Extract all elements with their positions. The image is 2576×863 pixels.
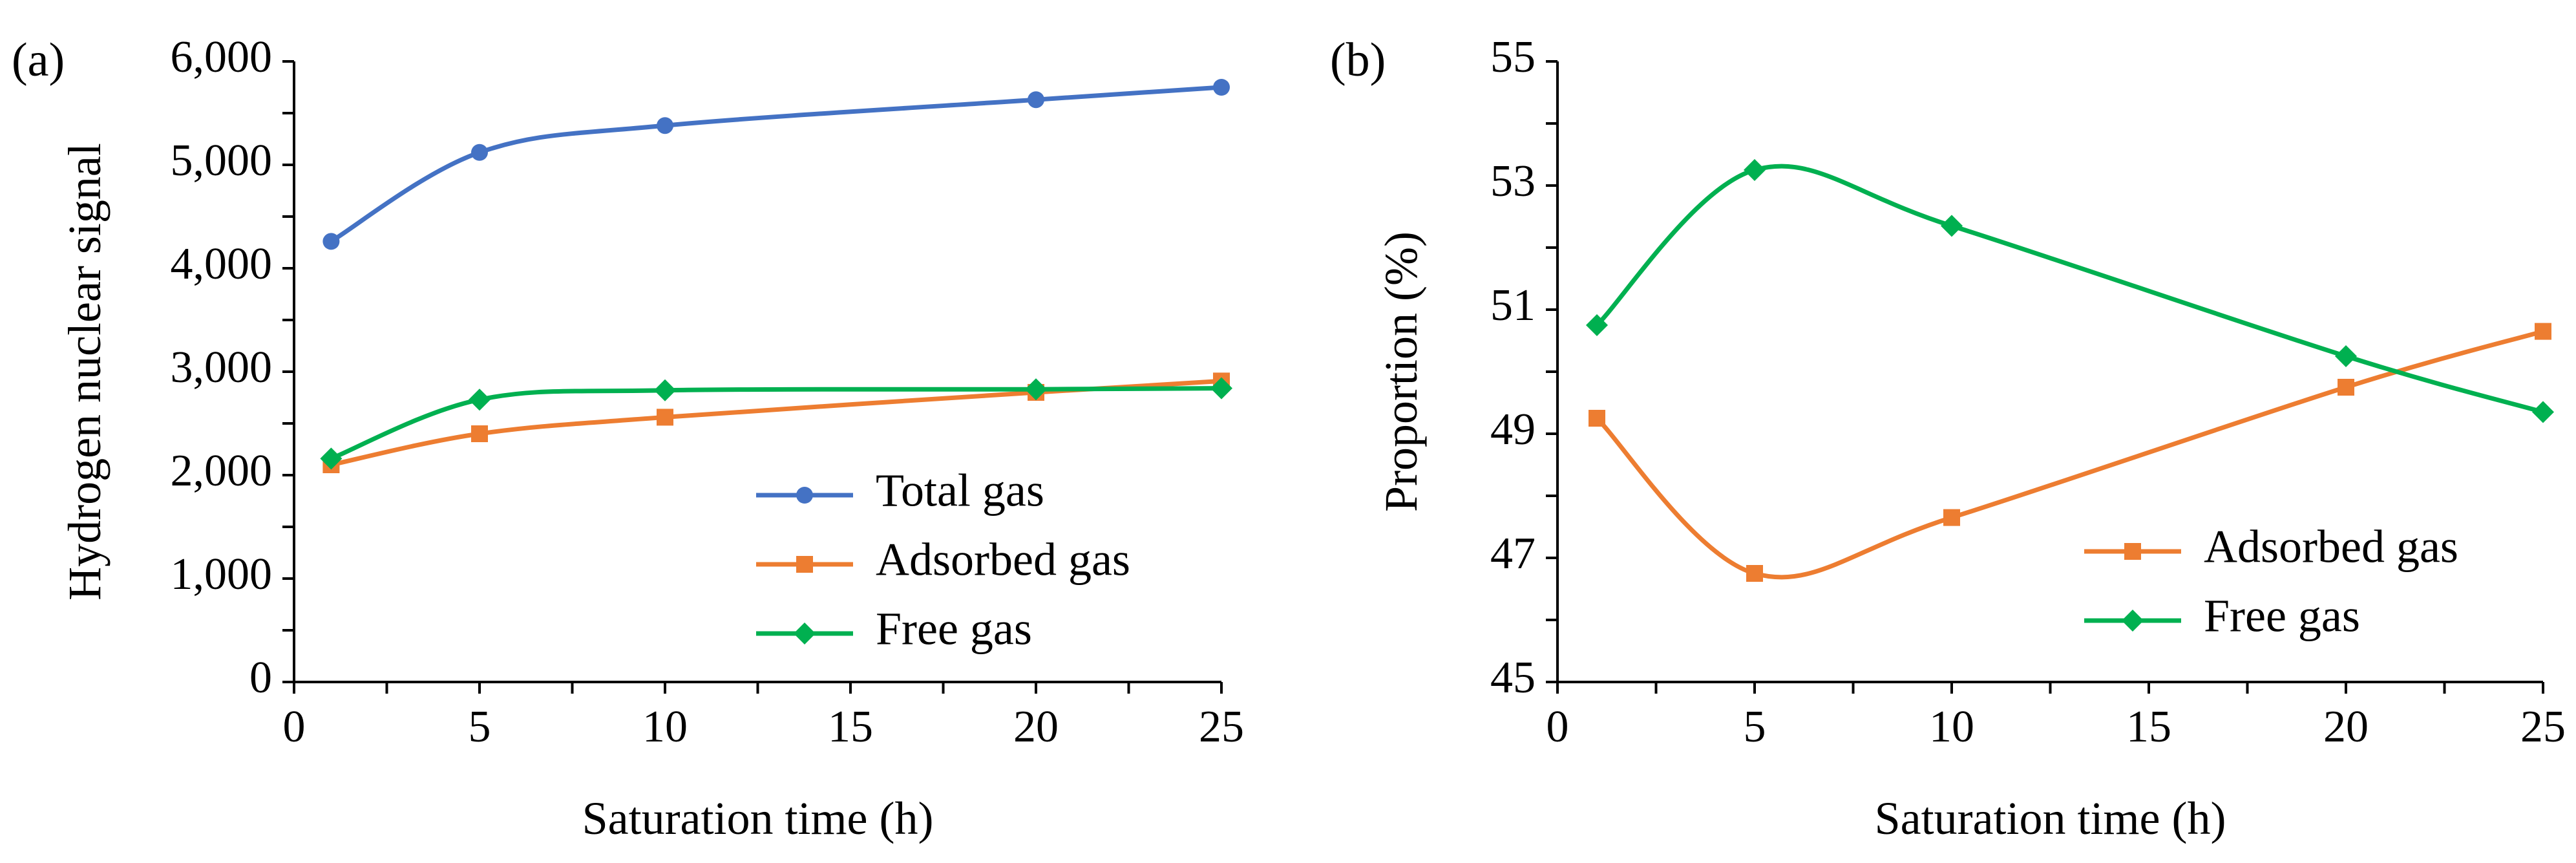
series-line	[330, 378, 1222, 467]
data-point	[1744, 159, 1766, 181]
data-point	[2335, 345, 2357, 367]
y-tick-label: 47	[1490, 529, 1536, 579]
data-point	[1210, 377, 1232, 400]
data-point	[1025, 378, 1047, 401]
data-point	[1943, 509, 1960, 526]
panel-label: (a)	[12, 34, 65, 87]
x-tick-label: 0	[1547, 702, 1569, 752]
legend-marker	[2122, 610, 2144, 632]
legend-label: Free gas	[2204, 590, 2360, 642]
series-total-gas	[322, 79, 1230, 250]
data-point	[471, 425, 488, 442]
series-line	[330, 386, 1222, 461]
data-point	[1586, 314, 1608, 336]
series-line	[1595, 329, 2544, 580]
y-tick-label: 2,000	[171, 446, 273, 496]
x-tick-label: 20	[2323, 702, 2369, 752]
legend-label: Adsorbed gas	[2204, 521, 2458, 573]
data-point	[320, 447, 343, 470]
x-tick-label: 10	[1929, 702, 1974, 752]
chart-panel-a: (a) 0 1,000 2,000 3,000 4,000 5,000 6,000 0 5 10 15…	[12, 32, 1244, 844]
legend-marker	[794, 623, 816, 645]
y-tick-label: 51	[1490, 281, 1536, 330]
data-point	[657, 409, 673, 426]
legend-marker	[2124, 543, 2141, 560]
data-point	[1746, 565, 1763, 582]
y-tick-label: 55	[1490, 32, 1536, 82]
y-tick-label: 4,000	[171, 239, 273, 289]
y-tick-label: 3,000	[171, 343, 273, 392]
y-tick-label: 53	[1490, 156, 1536, 206]
x-tick-label: 10	[642, 702, 688, 752]
data-point	[1589, 410, 1605, 427]
data-point	[2535, 323, 2551, 340]
data-point	[1028, 91, 1044, 109]
data-point	[654, 379, 676, 401]
x-tick-label: 15	[828, 702, 873, 752]
y-axis-title: Proportion (%)	[1375, 231, 1427, 512]
y-axis-title: Hydrogen nuclear signal	[59, 143, 111, 601]
x-axis-title: Saturation time (h)	[582, 793, 934, 844]
x-tick-label: 25	[1199, 702, 1244, 752]
data-point	[1213, 79, 1230, 96]
series-line	[1595, 164, 2544, 414]
x-tick-label: 5	[469, 702, 491, 752]
legend-marker	[796, 556, 813, 573]
data-point	[469, 389, 491, 411]
x-tick-label: 15	[2126, 702, 2171, 752]
y-tick-label: 6,000	[171, 32, 273, 82]
legend-label: Total gas	[876, 465, 1044, 517]
legend-marker	[796, 487, 813, 504]
series-free-gas	[320, 377, 1232, 470]
y-tick-label: 0	[249, 653, 272, 703]
series-free-gas	[1586, 159, 2554, 423]
chart-panel-b: (b) 45 47 49 51 53 55 0 5 10 15 20 25 Saturation time…	[1330, 32, 2566, 844]
y-tick-label: 5,000	[171, 136, 273, 186]
series-adsorbed-gas	[1589, 323, 2551, 582]
series-line	[330, 85, 1222, 244]
legend-label: Adsorbed gas	[876, 534, 1130, 586]
legend-label: Free gas	[876, 603, 1032, 655]
data-point	[2338, 379, 2354, 396]
x-tick-label: 25	[2520, 702, 2566, 752]
x-tick-label: 0	[283, 702, 306, 752]
x-axis-title: Saturation time (h)	[1875, 793, 2226, 844]
data-point	[657, 117, 673, 134]
panel-label: (b)	[1330, 34, 1386, 87]
y-tick-label: 45	[1490, 653, 1536, 703]
data-point	[2532, 401, 2554, 423]
data-point	[322, 233, 340, 250]
y-tick-label: 49	[1490, 405, 1536, 454]
x-tick-label: 20	[1013, 702, 1059, 752]
data-point	[1941, 215, 1963, 237]
data-point	[471, 144, 488, 161]
y-tick-label: 1,000	[171, 549, 273, 599]
x-tick-label: 5	[1744, 702, 1766, 752]
